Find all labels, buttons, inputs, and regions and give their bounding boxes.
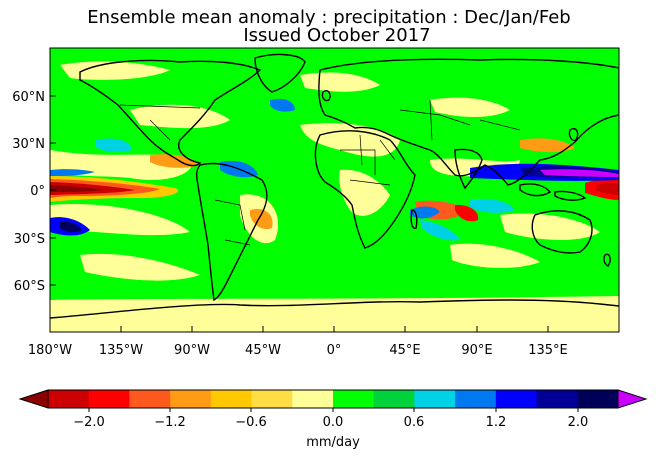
lat-tick-label: 60°N: [12, 90, 45, 105]
lat-tick-marks: [50, 95, 56, 286]
colorbar-segment: [48, 390, 90, 408]
colorbar-segment: [414, 390, 456, 408]
lat-tick-label: 0°: [30, 184, 45, 199]
colorbar-tick-label: −0.6: [235, 415, 267, 430]
colorbar-segment: [129, 390, 171, 408]
lat-tick-label: 30°N: [12, 137, 45, 152]
map-title: Ensemble mean anomaly : precipitation : …: [87, 7, 571, 28]
colorbar-segment: [536, 390, 578, 408]
colorbar-segment: [88, 390, 130, 408]
colorbar-tick-label: 2.0: [568, 415, 589, 430]
lat-tick-labels: 60°N 30°N 0° 30°S 60°S: [12, 90, 45, 294]
colorbar-tick-label: 1.2: [486, 415, 507, 430]
colorbar: [18, 389, 648, 412]
lon-tick-label: 0°: [327, 343, 342, 358]
map-subtitle: Issued October 2017: [243, 25, 431, 46]
colorbar-segment: [210, 390, 253, 408]
lon-tick-marks: [49, 326, 549, 332]
colorbar-segment: [373, 390, 415, 408]
lon-tick-label: 90°W: [174, 343, 210, 358]
colorbar-segment: [251, 390, 293, 408]
colorbar-tick-labels: −2.0 −1.2 −0.6 0.0 0.6 1.2 2.0: [73, 415, 588, 430]
colorbar-segment: [292, 390, 334, 408]
lon-tick-label: 180°W: [28, 343, 72, 358]
colorbar-tick-label: −1.2: [154, 415, 186, 430]
colorbar-tick-label: 0.0: [323, 415, 344, 430]
colorbar-over-extension: [617, 389, 648, 409]
lon-tick-label: 45°W: [245, 343, 281, 358]
colorbar-label: mm/day: [306, 435, 360, 450]
colorbar-segment: [455, 390, 497, 408]
lat-tick-label: 30°S: [14, 232, 45, 247]
lon-tick-labels: 180°W 135°W 90°W 45°W 0° 45°E 90°E 135°E: [28, 343, 568, 358]
coastlines: [50, 53, 619, 319]
lon-tick-label: 45°E: [389, 343, 420, 358]
colorbar-tick-label: 0.6: [404, 415, 425, 430]
country-borders: [119, 99, 521, 246]
colorbar-segment: [495, 390, 538, 408]
colorbar-under-extension: [18, 389, 49, 409]
lon-tick-label: 135°E: [528, 343, 568, 358]
lat-tick-label: 60°S: [14, 279, 45, 294]
lon-tick-label: 135°W: [99, 343, 143, 358]
colorbar-tick-label: −2.0: [73, 415, 105, 430]
lon-tick-label: 90°E: [461, 343, 492, 358]
colorbar-segment: [577, 390, 619, 408]
colorbar-segment: [170, 390, 212, 408]
colorbar-segment: [333, 390, 375, 408]
